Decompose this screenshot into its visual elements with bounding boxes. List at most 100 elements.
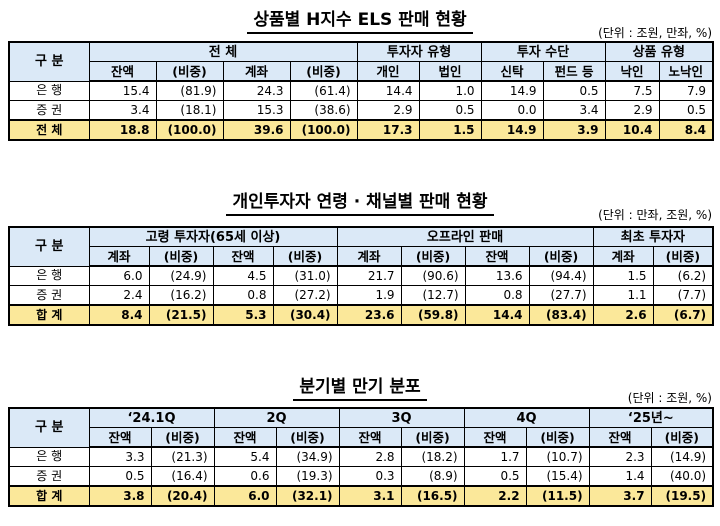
table3-col-header: 잔액 <box>588 427 652 448</box>
table2-col-header: 계좌 <box>88 246 150 267</box>
table-cell: 2.9 <box>604 100 660 121</box>
table-cell: (59.8) <box>400 304 466 326</box>
table1-title: 상품별 H지수 ELS 판매 현황 <box>0 5 720 34</box>
table1-unit: (단위 : 조원, 만좌, %) <box>598 26 712 40</box>
table-cell: (90.6) <box>400 265 466 286</box>
table-cell: (14.9) <box>650 446 714 467</box>
table-cell: (21.3) <box>150 446 215 467</box>
table-cell: (31.0) <box>272 265 338 286</box>
table3-col-header: (비중) <box>150 427 215 448</box>
table1-col-header: 계좌 <box>222 61 291 82</box>
table-cell: 1.0 <box>418 80 482 101</box>
table-row: 은 행 15.4 (81.9) 24.3 (61.4) 14.4 1.0 14.9 0.5 7.5… <box>8 80 714 101</box>
table-cell: 2.4 <box>88 285 150 306</box>
table3-col-header: 잔액 <box>338 427 402 448</box>
table-cell: 1.9 <box>336 285 402 306</box>
table2-group-offline: 오프라인 판매 <box>336 226 594 247</box>
table-cell: 0.0 <box>480 100 544 121</box>
table1-col-header: 펀드 등 <box>542 61 606 82</box>
table2-col-header: 잔액 <box>212 246 274 267</box>
table-cell: 39.6 <box>222 119 291 141</box>
table-row: 증 권 3.4 (18.1) 15.3 (38.6) 2.9 0.5 0.0 3.4 2.9 0.5 <box>8 100 714 121</box>
table2-col-header: (비중) <box>652 246 714 267</box>
table-row: 증 권 0.5 (16.4) 0.6 (19.3) 0.3 (8.9) 0.5 (15.4) 1.… <box>8 466 714 487</box>
table-row: 합 계 3.8 (20.4) 6.0 (32.1) 3.1 (16.5) 2.2 (11.5) 3… <box>8 485 714 507</box>
table-cell: 3.3 <box>88 446 152 467</box>
table-row: 증 권 2.4 (16.2) 0.8 (27.2) 1.9 (12.7) 0.8 (27.7) 1… <box>8 285 714 306</box>
table-cell: 21.7 <box>336 265 402 286</box>
table-cell: (16.5) <box>400 485 465 507</box>
table-cell: 5.4 <box>213 446 277 467</box>
table-cell: 15.3 <box>222 100 291 121</box>
table-cell: 14.4 <box>464 304 530 326</box>
table-cell: (7.7) <box>652 285 714 306</box>
table-cell: 4.5 <box>212 265 274 286</box>
table-cell: 14.9 <box>480 80 544 101</box>
table1-col-header: 개인 <box>356 61 420 82</box>
table3-col-header: 잔액 <box>88 427 152 448</box>
table2-col-header: (비중) <box>272 246 338 267</box>
table-cell: 2.8 <box>338 446 402 467</box>
table-cell: (40.0) <box>650 466 714 487</box>
table3-body: 은 행 3.3 (21.3) 5.4 (34.9) 2.8 (18.2) 1.7 (10.7) 2… <box>8 446 714 507</box>
table-cell: (19.5) <box>650 485 714 507</box>
table-cell: 3.8 <box>88 485 152 507</box>
table3-unit: (단위 : 조원, %) <box>627 391 712 405</box>
table-cell: (15.4) <box>525 466 590 487</box>
table2-col-header: (비중) <box>148 246 214 267</box>
table2-col-header: 계좌 <box>592 246 654 267</box>
table1-col-header: 신탁 <box>480 61 544 82</box>
row-label: 증 권 <box>8 466 90 487</box>
row-label: 은 행 <box>8 265 90 286</box>
row-label: 전 체 <box>8 119 90 141</box>
table-cell: (94.4) <box>528 265 594 286</box>
table1-col-header: (비중) <box>155 61 224 82</box>
table-row: 합 계 8.4 (21.5) 5.3 (30.4) 23.6 (59.8) 14.4 (83.4… <box>8 304 714 326</box>
table-cell: 18.8 <box>88 119 157 141</box>
table-cell: 0.5 <box>88 466 152 487</box>
table-cell: (21.5) <box>148 304 214 326</box>
table1-col-header: 낙인 <box>604 61 660 82</box>
table-cell: 15.4 <box>88 80 157 101</box>
table2-col-header: (비중) <box>528 246 594 267</box>
table-cell: 8.4 <box>88 304 150 326</box>
table-cell: 0.5 <box>418 100 482 121</box>
table-cell: 0.5 <box>658 100 714 121</box>
table-cell: (6.7) <box>652 304 714 326</box>
table-row: 전 체 18.8 (100.0) 39.6 (100.0) 17.3 1.5 14.9 3.9 1… <box>8 119 714 141</box>
table-cell: 1.5 <box>418 119 482 141</box>
table1-col-header: 잔액 <box>88 61 157 82</box>
table-cell: 7.9 <box>658 80 714 101</box>
table-cell: 1.7 <box>463 446 527 467</box>
table2-unit: (단위 : 만좌, 조원, %) <box>598 208 712 222</box>
table-cell: 24.3 <box>222 80 291 101</box>
table-cell: 0.5 <box>542 80 606 101</box>
table-cell: 8.4 <box>658 119 714 141</box>
table1-body: 은 행 15.4 (81.9) 24.3 (61.4) 14.4 1.0 14.9 0.5 7.5… <box>8 80 714 141</box>
table3-group-quarter: ‘25년~ <box>588 407 714 428</box>
table-cell: 17.3 <box>356 119 420 141</box>
table3-col-header: 잔액 <box>213 427 277 448</box>
table3: 구 분 ‘24.1Q 2Q 3Q 4Q ‘25년~ 잔액 (비중) 잔액 (비중… <box>8 407 715 507</box>
table1-col-header: 노낙인 <box>658 61 714 82</box>
table-cell: 3.4 <box>542 100 606 121</box>
row-label: 증 권 <box>8 285 90 306</box>
row-label: 은 행 <box>8 80 90 101</box>
table3-group-quarter: 4Q <box>463 407 590 428</box>
table-cell: 2.9 <box>356 100 420 121</box>
table1-col-header: (비중) <box>289 61 358 82</box>
table-cell: (10.7) <box>525 446 590 467</box>
table2-col-header: 계좌 <box>336 246 402 267</box>
table3-group-quarter: ‘24.1Q <box>88 407 215 428</box>
table3-col-header: (비중) <box>400 427 465 448</box>
table2-body: 은 행 6.0 (24.9) 4.5 (31.0) 21.7 (90.6) 13.6 (94.4… <box>8 265 714 326</box>
table3-label-header: 구 분 <box>8 407 90 448</box>
table-cell: 6.0 <box>213 485 277 507</box>
table-cell: (81.9) <box>155 80 224 101</box>
table-cell: (18.2) <box>400 446 465 467</box>
table3-group-quarter: 3Q <box>338 407 465 428</box>
table-cell: 5.3 <box>212 304 274 326</box>
table-cell: 1.4 <box>588 466 652 487</box>
table-cell: (11.5) <box>525 485 590 507</box>
table-cell: (34.9) <box>275 446 340 467</box>
